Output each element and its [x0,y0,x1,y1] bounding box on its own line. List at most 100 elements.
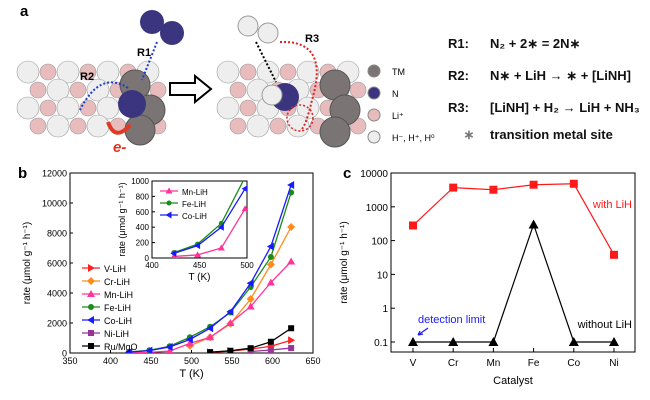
data-point [170,252,177,258]
series-with-lih [409,179,618,259]
legend-marker [88,330,94,336]
y-tick-label: 1000 [131,177,149,186]
legend-marker [88,304,94,310]
data-point [194,251,202,258]
site-label: transition metal site [490,127,613,142]
data-point [267,338,274,345]
h-atom [286,114,310,138]
h-atom [296,60,320,84]
equation-text: [LiNH] + H₂ → LiH + NH₃ [490,100,640,115]
series-line [173,181,244,254]
x-axis-label: T (K) [188,272,210,283]
data-point [241,205,247,212]
h-atom [16,96,40,120]
tm-atom [319,116,351,148]
data-point [609,337,619,346]
legend-marker [88,343,94,349]
electron-label: e- [113,139,126,156]
y-axis-label: rate (μmol g⁻¹ h⁻¹) [22,222,33,304]
series-line [173,188,246,254]
reaction-site-marker [286,104,314,132]
legend-label: Mn-LiH [104,290,133,300]
series-ru-mgo [207,325,295,353]
panel-label-b: b [18,165,27,182]
h-atom [56,60,80,84]
y-tick-label: 10000 [360,169,388,180]
y-tick-label: 0 [62,349,67,359]
equation-label: R2: [448,68,469,83]
series-mn-lih [126,257,296,353]
li-atom [39,63,57,81]
data-point [194,242,201,250]
series-line [413,222,614,343]
data-point [170,249,177,257]
series-line [173,208,246,258]
x-tick-label: 450 [193,261,207,270]
li-atom [69,81,87,99]
data-point [247,345,254,352]
x-tick-label: Ni [609,358,618,369]
r3-label: R3 [305,33,319,45]
h-atom [86,78,110,102]
li-atom [79,99,97,117]
x-tick-label: 400 [103,356,118,366]
legend-label: V-LiH [104,264,126,274]
x-tick-label: 500 [184,356,199,366]
h-atom [256,60,280,84]
r2-arrow [79,81,129,111]
data-point [206,333,215,341]
data-point [409,221,417,230]
y-tick-label: 800 [136,192,150,201]
h-atom [46,78,70,102]
series-line [412,183,615,256]
data-point [569,179,578,188]
data-point [165,343,173,351]
x-axis-label: T (K) [179,368,203,380]
detection-limit-label: detection limit [418,314,485,326]
equation-text: N∗ + LiH → ∗ + [LiNH] [490,68,631,83]
data-point [266,278,275,286]
series-label-without-lih: without LiH [577,319,632,331]
x-tick-label: 650 [305,356,320,366]
legend-atom-label: TM [392,67,405,77]
x-tick-label: 450 [143,356,158,366]
x-tick-label: 550 [224,356,239,366]
data-point [448,337,459,346]
data-point [166,347,174,353]
electron-arrow [106,121,132,135]
li-atom [349,81,367,99]
r1-label: R1 [137,47,151,59]
li-atom [229,117,247,135]
panel-a-schematic: a R1 R2 R3 e- TM N Li⁺ H⁻, H⁺, H⁰ [16,3,435,156]
data-point [246,295,255,303]
r1-arrow [141,41,158,81]
y-tick-label: 0 [145,254,150,263]
h-atom [246,114,270,138]
h-atom [56,96,80,120]
li-atom [239,99,257,117]
detection-limit-arrow-icon [417,327,429,336]
y-tick-label: 4000 [47,289,67,299]
data-point [246,302,255,310]
data-point [288,345,295,352]
legend-marker [87,277,95,285]
data-point [287,223,296,231]
legend-marker [165,211,172,219]
legend-atom-icon [367,130,381,144]
y-tick-label: 1000 [366,203,389,214]
equation-label: R3: [448,100,469,115]
data-point [287,181,295,189]
legend-label: Mn-LiH [182,188,208,197]
data-point [408,337,418,346]
y-tick-label: 200 [136,239,150,248]
data-point [266,260,275,269]
legend-atom-label: Li⁺ [392,111,404,121]
y-tick-label: 600 [136,208,150,217]
site-symbol: ∗ [463,127,475,142]
x-tick-label: 600 [265,356,280,366]
data-point [610,250,618,259]
legend-marker [165,187,173,194]
y-tick-label: 400 [136,223,150,232]
